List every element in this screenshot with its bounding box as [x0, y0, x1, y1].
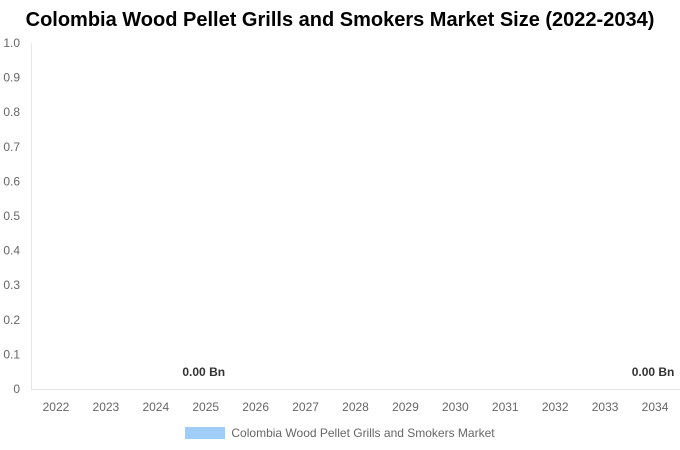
- x-tick-label: 2024: [142, 400, 169, 414]
- y-tick-label: 0.1: [3, 347, 20, 361]
- y-axis-ticks: 0 0.1 0.2 0.3 0.4 0.5 0.6 0.7 0.8 0.9 1.0: [3, 36, 20, 396]
- x-tick-label: 2027: [292, 400, 319, 414]
- y-tick-label: 0.2: [3, 313, 20, 327]
- x-tick-label: 2034: [642, 400, 669, 414]
- x-tick-label: 2022: [43, 400, 70, 414]
- legend-swatch: [185, 427, 226, 439]
- y-tick-label: 0.5: [3, 209, 20, 223]
- x-tick-label: 2032: [542, 400, 569, 414]
- y-tick-label: 0.3: [3, 278, 20, 292]
- x-tick-label: 2026: [242, 400, 269, 414]
- y-tick-label: 1.0: [3, 36, 20, 50]
- legend[interactable]: Colombia Wood Pellet Grills and Smokers …: [0, 426, 680, 440]
- legend-label: Colombia Wood Pellet Grills and Smokers …: [231, 426, 495, 440]
- x-tick-label: 2031: [492, 400, 519, 414]
- data-label: 0.00 Bn: [182, 365, 225, 379]
- data-label: 0.00 Bn: [632, 365, 675, 379]
- y-tick-label: 0: [13, 382, 20, 396]
- data-labels: 0.00 Bn 0.00 Bn: [182, 365, 674, 379]
- y-tick-label: 0.7: [3, 140, 20, 154]
- x-tick-label: 2029: [392, 400, 419, 414]
- y-tick-label: 0.8: [3, 105, 20, 119]
- x-tick-label: 2023: [93, 400, 120, 414]
- chart-title: Colombia Wood Pellet Grills and Smokers …: [25, 9, 655, 31]
- x-tick-label: 2030: [442, 400, 469, 414]
- x-axis-ticks: 2022 2023 2024 2025 2026 2027 2028 2029 2030 2031…: [43, 400, 669, 414]
- x-tick-label: 2025: [192, 400, 219, 414]
- x-tick-label: 2028: [342, 400, 369, 414]
- y-tick-label: 0.4: [3, 244, 20, 258]
- y-tick-label: 0.6: [3, 174, 20, 188]
- x-tick-label: 2033: [592, 400, 619, 414]
- y-tick-label: 0.9: [3, 71, 20, 85]
